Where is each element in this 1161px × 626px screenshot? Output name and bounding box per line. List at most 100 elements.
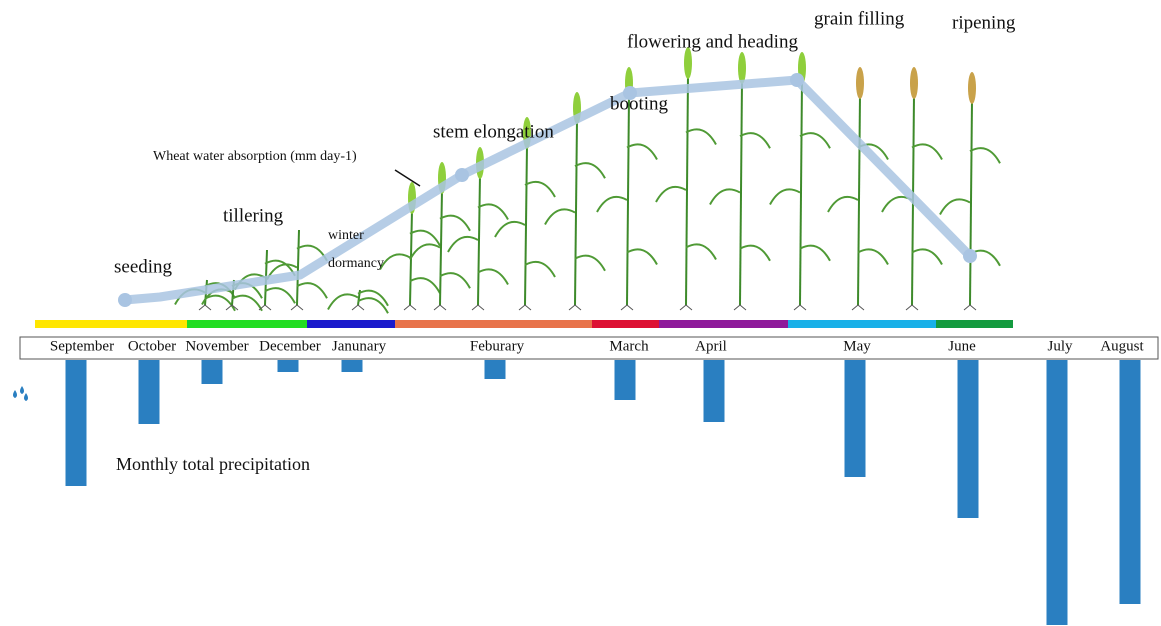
plant-leaf — [264, 287, 296, 304]
plant-leaf — [231, 294, 263, 312]
plant-leaf — [524, 181, 556, 198]
plant-stem — [685, 74, 689, 306]
plant-root — [620, 304, 634, 311]
plant-leaf — [709, 188, 741, 205]
strip-segment — [659, 320, 788, 328]
plant-leaf — [357, 297, 389, 314]
plant-leaf — [911, 248, 943, 265]
plant-leaf — [655, 186, 687, 203]
precipitation-bar — [65, 360, 87, 486]
strip-segment — [395, 320, 592, 328]
stage-label: winter — [328, 228, 364, 243]
precipitation-bar — [844, 360, 866, 477]
stage-label: ripening — [952, 12, 1016, 33]
plant-stem — [626, 94, 630, 306]
node — [963, 249, 977, 263]
plant-leaf — [685, 128, 717, 145]
stage-strip — [35, 320, 1013, 328]
precipitation-bar — [341, 360, 363, 372]
strip-segment — [187, 320, 307, 328]
strip-segment — [307, 320, 395, 328]
plant-leaf — [799, 244, 831, 262]
stage-label: flowering and heading — [627, 31, 798, 52]
drop — [13, 390, 17, 398]
rain-icon — [13, 386, 28, 401]
node — [118, 293, 132, 307]
plant-leaf — [357, 289, 389, 307]
stage-label: grain filling — [814, 8, 905, 29]
plant-root — [351, 304, 365, 311]
plant-stem — [477, 174, 481, 306]
plant-root — [258, 304, 272, 311]
plant-root — [433, 304, 447, 311]
plant-leaf — [827, 196, 859, 213]
plant-leaf — [477, 203, 509, 220]
plant-root — [198, 304, 212, 311]
plant-leaf — [911, 143, 943, 160]
pointer — [394, 169, 421, 187]
plant-root — [471, 304, 485, 311]
plant-ear — [856, 67, 864, 99]
precipitation-bar — [957, 360, 979, 518]
strip-segment — [936, 320, 1013, 328]
plant-leaf — [574, 254, 606, 272]
month-label: October — [128, 338, 176, 354]
plant-ear — [968, 72, 976, 104]
annotation: Monthly total precipitation — [116, 454, 310, 474]
month-label: September — [50, 338, 114, 354]
plant-ear — [684, 47, 692, 79]
strip-segment — [592, 320, 659, 328]
plant-leaf — [439, 272, 471, 289]
plant-stem — [296, 229, 300, 306]
plant-leaf — [857, 248, 889, 265]
month-label: July — [1047, 338, 1073, 354]
annotation: Wheat water absorption (mm day-1) — [153, 149, 357, 164]
plant-root — [851, 304, 865, 311]
month-label: August — [1100, 338, 1144, 354]
month-label: December — [259, 338, 321, 354]
plant-leaf — [379, 253, 411, 270]
plant-leaf — [409, 229, 441, 247]
precipitation-bar — [1046, 360, 1068, 625]
precipitation-bar — [138, 360, 160, 424]
precipitation-bar — [1119, 360, 1141, 604]
plant-root — [225, 304, 239, 311]
stage-label: dormancy — [328, 256, 384, 271]
plant-stem — [739, 79, 743, 306]
plant-root — [733, 304, 747, 311]
plant-leaf — [439, 214, 471, 232]
stage-label: booting — [610, 93, 669, 114]
month-label: March — [609, 338, 649, 354]
plant-ear — [910, 67, 918, 99]
stage-label: tillering — [223, 205, 284, 226]
plant-leaf — [739, 244, 771, 262]
plant-root — [679, 304, 693, 311]
drop — [20, 386, 24, 394]
line-nodes — [118, 73, 977, 307]
plant-leaf — [296, 282, 328, 299]
plant-leaf — [626, 143, 658, 160]
plant-leaf — [626, 248, 658, 265]
plants — [174, 47, 1001, 314]
strip-segment — [788, 320, 936, 328]
node — [623, 86, 637, 100]
plant-stem — [524, 144, 528, 306]
precipitation-bar — [484, 360, 506, 379]
plant-leaf — [939, 198, 971, 215]
plant-ear — [738, 52, 746, 84]
plant-leaf — [881, 196, 913, 213]
plant-leaf — [409, 277, 441, 294]
plant-root — [793, 304, 807, 311]
stage-label: stem elongation — [433, 121, 554, 142]
plant-leaf — [524, 261, 556, 278]
plant-leaf — [477, 268, 509, 285]
plant-leaf — [596, 196, 628, 213]
month-label: April — [695, 338, 727, 354]
plant-root — [518, 304, 532, 311]
plant-leaf — [447, 236, 479, 253]
plant-root — [963, 304, 977, 311]
month-label: November — [185, 338, 248, 354]
strip-segment — [35, 320, 187, 328]
plant-stem — [439, 189, 443, 306]
